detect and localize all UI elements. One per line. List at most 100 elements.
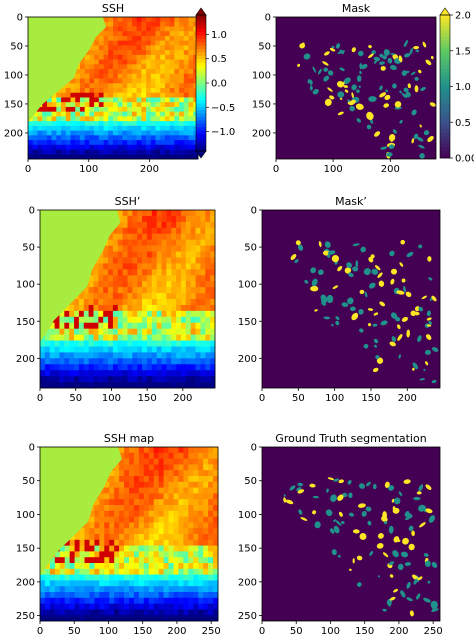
ssh-cell: [173, 574, 179, 581]
ssh-cell: [178, 586, 184, 593]
ssh-cell: [171, 233, 177, 241]
ssh-cell: [75, 149, 81, 155]
eddy-blob: [389, 574, 394, 578]
ssh-cell: [103, 346, 109, 353]
eddy-blob: [356, 118, 361, 123]
ssh-cell: [69, 580, 75, 587]
eddy-blob: [358, 85, 361, 88]
ssh-cell: [156, 370, 162, 377]
ssh-cell: [103, 376, 109, 383]
ssh-cell: [94, 69, 100, 75]
ssh-cell: [112, 304, 119, 312]
ssh-cell: [129, 597, 135, 604]
colorbar-segment: [440, 129, 450, 134]
ssh-cell: [174, 88, 180, 94]
ssh-cell: [122, 215, 128, 223]
ssh-cell: [64, 352, 70, 359]
eddy-blob: [361, 63, 368, 70]
ssh-cell: [193, 603, 199, 610]
ssh-cell: [112, 299, 119, 306]
ssh-cell: [146, 73, 152, 79]
ssh-cell: [150, 64, 156, 70]
ssh-cell: [64, 322, 70, 330]
ssh-cell: [65, 149, 71, 155]
ssh-cell: [98, 54, 104, 60]
colorbar-tick-label: 0.5: [211, 54, 227, 65]
ssh-cell: [117, 78, 123, 84]
eddy-blob: [371, 268, 379, 275]
ssh-cell: [156, 281, 162, 288]
eddy-blob: [378, 280, 385, 287]
eddy-blob: [366, 111, 374, 120]
ssh-cell: [193, 551, 199, 558]
ssh-cell: [158, 493, 164, 500]
ssh-cell: [166, 316, 172, 324]
ssh-cell: [75, 111, 81, 117]
ssh-cell: [183, 516, 189, 523]
eddy-blob: [389, 341, 396, 347]
ssh-cell: [84, 522, 90, 529]
ssh-cell: [42, 111, 48, 117]
ssh-cell: [176, 382, 182, 389]
ssh-cell: [89, 580, 95, 587]
ssh-cell: [89, 609, 95, 616]
ssh-cell: [94, 574, 100, 581]
ssh-cell: [188, 88, 194, 94]
ssh-cell: [89, 574, 95, 581]
ssh-cell: [133, 557, 140, 564]
ssh-cell: [213, 464, 219, 471]
ssh-cell: [136, 92, 142, 98]
ssh-cell: [208, 493, 214, 500]
ssh-cell: [203, 493, 209, 500]
ssh-cell: [180, 257, 187, 264]
ssh-cell: [137, 346, 143, 353]
ssh-cell: [176, 299, 182, 306]
ssh-cell: [94, 116, 100, 122]
ssh-cell: [93, 364, 99, 371]
ssh-cell: [98, 334, 104, 341]
ssh-cell: [151, 275, 158, 282]
ssh-cell: [104, 603, 110, 610]
eddy-blob: [352, 558, 355, 564]
ssh-cell: [155, 17, 161, 23]
eddy-blob: [416, 136, 424, 142]
ssh-cell: [69, 592, 75, 599]
eddy-blob: [411, 109, 417, 116]
ssh-cell: [127, 364, 133, 371]
ssh-cell: [188, 568, 194, 575]
ssh-cell: [42, 149, 48, 155]
ssh-cell: [169, 26, 175, 32]
ssh-cell: [213, 539, 219, 546]
ssh-cell: [98, 121, 104, 127]
ssh-cell: [122, 352, 128, 359]
ssh-cell: [153, 493, 160, 500]
ssh-cell: [195, 352, 201, 359]
ssh-cell: [89, 83, 95, 89]
ssh-cell: [94, 50, 100, 56]
ssh-cell: [117, 35, 123, 42]
ssh-cell: [183, 17, 189, 23]
ssh-cell: [117, 352, 123, 359]
ssh-cell: [122, 358, 128, 365]
eddy-blob: [411, 530, 415, 537]
eddy-blob: [419, 522, 426, 528]
ssh-cell: [28, 130, 34, 136]
ssh-cell: [127, 40, 133, 46]
ssh-cell: [185, 227, 192, 235]
ssh-cell: [142, 293, 148, 300]
eddy-blob: [349, 568, 352, 571]
ssh-cell: [169, 40, 175, 46]
ssh-cell: [124, 452, 130, 459]
ssh-cell: [205, 364, 211, 371]
ssh-cell: [171, 382, 177, 389]
ssh-cell: [61, 140, 67, 146]
ssh-cell: [142, 275, 148, 282]
ssh-cell: [64, 370, 70, 377]
ssh-cell: [156, 221, 162, 229]
ssh-cell: [74, 364, 80, 371]
ssh-cell: [46, 125, 52, 131]
ssh-cell: [185, 257, 192, 264]
ssh-cell: [183, 144, 189, 150]
ssh-cell: [117, 251, 123, 258]
